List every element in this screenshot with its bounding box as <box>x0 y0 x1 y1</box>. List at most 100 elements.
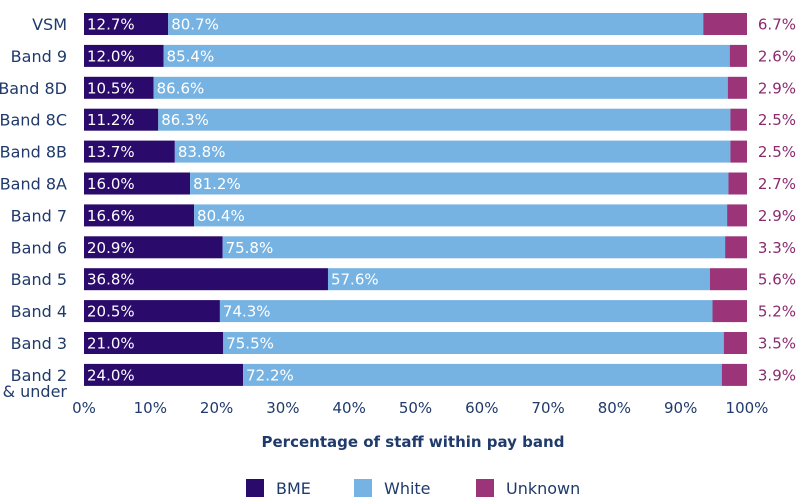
category-label-11: Band 2 & under <box>3 366 68 401</box>
x-tick-label-8: 80% <box>598 399 631 417</box>
x-tick-label-7: 70% <box>531 399 564 417</box>
data-label-white-9: 74.3% <box>223 303 271 321</box>
x-tick-label-4: 40% <box>333 399 366 417</box>
bar-unknown-0 <box>703 13 747 35</box>
data-label-unknown-4: 2.5% <box>758 143 796 161</box>
data-label-white-2: 86.6% <box>157 79 205 97</box>
data-label-unknown-10: 3.5% <box>758 335 796 353</box>
category-label-4: Band 8B <box>0 143 67 162</box>
x-tick-label-2: 20% <box>200 399 233 417</box>
data-label-white-6: 80.4% <box>197 207 245 225</box>
bar-unknown-7 <box>725 236 747 259</box>
category-label-6: Band 7 <box>11 206 67 225</box>
data-label-white-8: 57.6% <box>331 271 379 289</box>
data-label-unknown-7: 3.3% <box>758 239 796 257</box>
x-tick-label-0: 0% <box>72 399 96 417</box>
bar-unknown-11 <box>721 363 747 386</box>
x-axis-ticks: 0% 10% 20% 30% 40% 50% 60% 70% 80% 90% 100% <box>72 399 768 417</box>
category-labels: VSM Band 9 Band 8D Band 8C Band 8B Band 8A Ban… <box>0 15 67 401</box>
category-label-5: Band 8A <box>0 175 67 194</box>
bar-unknown-2 <box>727 76 747 99</box>
bar-bme-3 <box>84 108 159 131</box>
data-label-white-11: 72.2% <box>246 366 294 384</box>
category-label-10: Band 3 <box>11 334 67 353</box>
data-label-white-1: 85.4% <box>167 47 215 65</box>
data-label-white-0: 80.7% <box>171 16 219 34</box>
category-label-line-11-1: & under <box>3 382 68 401</box>
bar-white-9 <box>219 300 713 323</box>
bar-white-10 <box>223 332 724 354</box>
category-label-1: Band 9 <box>11 47 67 66</box>
data-label-bme-4: 13.7% <box>87 143 135 161</box>
bar-white-6 <box>194 204 728 227</box>
data-label-unknown-3: 2.5% <box>758 111 796 129</box>
data-label-bme-8: 36.8% <box>87 271 135 289</box>
category-label-line-11-0: Band 2 <box>11 366 67 385</box>
bar-unknown-8 <box>709 268 747 291</box>
x-tick-label-6: 60% <box>465 399 498 417</box>
legend-swatch-bme <box>246 479 264 497</box>
bar-bme-2 <box>84 76 154 99</box>
data-label-unknown-2: 2.9% <box>758 79 796 97</box>
bar-bme-9 <box>84 300 220 323</box>
x-tick-label-10: 100% <box>726 399 769 417</box>
bar-unknown-10 <box>723 332 747 354</box>
bar-white-0 <box>168 13 704 35</box>
bar-unknown-6 <box>727 204 747 227</box>
data-label-bme-5: 16.0% <box>87 175 135 193</box>
category-label-3: Band 8C <box>0 111 67 130</box>
data-label-bme-6: 16.6% <box>87 207 135 225</box>
data-label-white-3: 86.3% <box>161 111 209 129</box>
legend-label-white: White <box>384 479 431 498</box>
bar-bme-5 <box>84 172 191 195</box>
bar-white-3 <box>158 108 731 131</box>
bar-unknown-1 <box>729 44 747 67</box>
legend: BME White Unknown <box>246 479 580 498</box>
bar-bme-1 <box>84 44 164 67</box>
bar-white-2 <box>153 76 728 99</box>
unknown-value-labels: 6.7% 2.6% 2.9% 2.5% 2.5% 2.7% 2.9% 3.3% 5.6% 5.2%… <box>758 16 796 385</box>
data-label-unknown-5: 2.7% <box>758 175 796 193</box>
bar-bme-11 <box>84 363 244 386</box>
bar-white-5 <box>190 172 729 195</box>
data-label-bme-1: 12.0% <box>87 47 135 65</box>
bar-bme-7 <box>84 236 223 259</box>
category-label-0: VSM <box>32 15 67 34</box>
data-label-white-7: 75.8% <box>226 239 274 257</box>
data-label-unknown-1: 2.6% <box>758 47 796 65</box>
x-tick-label-5: 50% <box>399 399 432 417</box>
data-label-bme-2: 10.5% <box>87 79 135 97</box>
bar-unknown-3 <box>730 108 747 131</box>
data-label-unknown-0: 6.7% <box>758 16 796 34</box>
bar-bme-4 <box>84 140 175 163</box>
bar-bme-6 <box>84 204 195 227</box>
bar-white-4 <box>174 140 731 163</box>
bar-white-1 <box>163 44 730 67</box>
data-label-unknown-11: 3.9% <box>758 366 796 384</box>
data-label-white-5: 81.2% <box>193 175 241 193</box>
data-label-bme-0: 12.7% <box>87 16 135 34</box>
data-label-unknown-8: 5.6% <box>758 271 796 289</box>
bar-unknown-9 <box>712 300 747 323</box>
bar-bme-0 <box>84 13 169 35</box>
x-tick-label-1: 10% <box>134 399 167 417</box>
data-label-bme-10: 21.0% <box>87 335 135 353</box>
category-label-7: Band 6 <box>11 238 67 257</box>
data-label-bme-3: 11.2% <box>87 111 135 129</box>
legend-swatch-white <box>354 479 372 497</box>
bar-white-7 <box>222 236 726 259</box>
data-label-bme-7: 20.9% <box>87 239 135 257</box>
bar-white-8 <box>327 268 710 291</box>
data-label-white-10: 75.5% <box>226 335 274 353</box>
data-label-unknown-6: 2.9% <box>758 207 796 225</box>
bar-unknown-4 <box>730 140 747 163</box>
bar-bme-10 <box>84 332 224 354</box>
legend-label-bme: BME <box>276 479 311 498</box>
x-tick-label-3: 30% <box>266 399 299 417</box>
bar-white-11 <box>243 363 722 386</box>
category-label-9: Band 4 <box>11 302 67 321</box>
bars-group: 12.7% 80.7% 12.0% 85.4% 10.5% 86.6% 11.2% 86.3%… <box>84 13 747 386</box>
legend-swatch-unknown <box>476 479 494 497</box>
legend-label-unknown: Unknown <box>506 479 580 498</box>
